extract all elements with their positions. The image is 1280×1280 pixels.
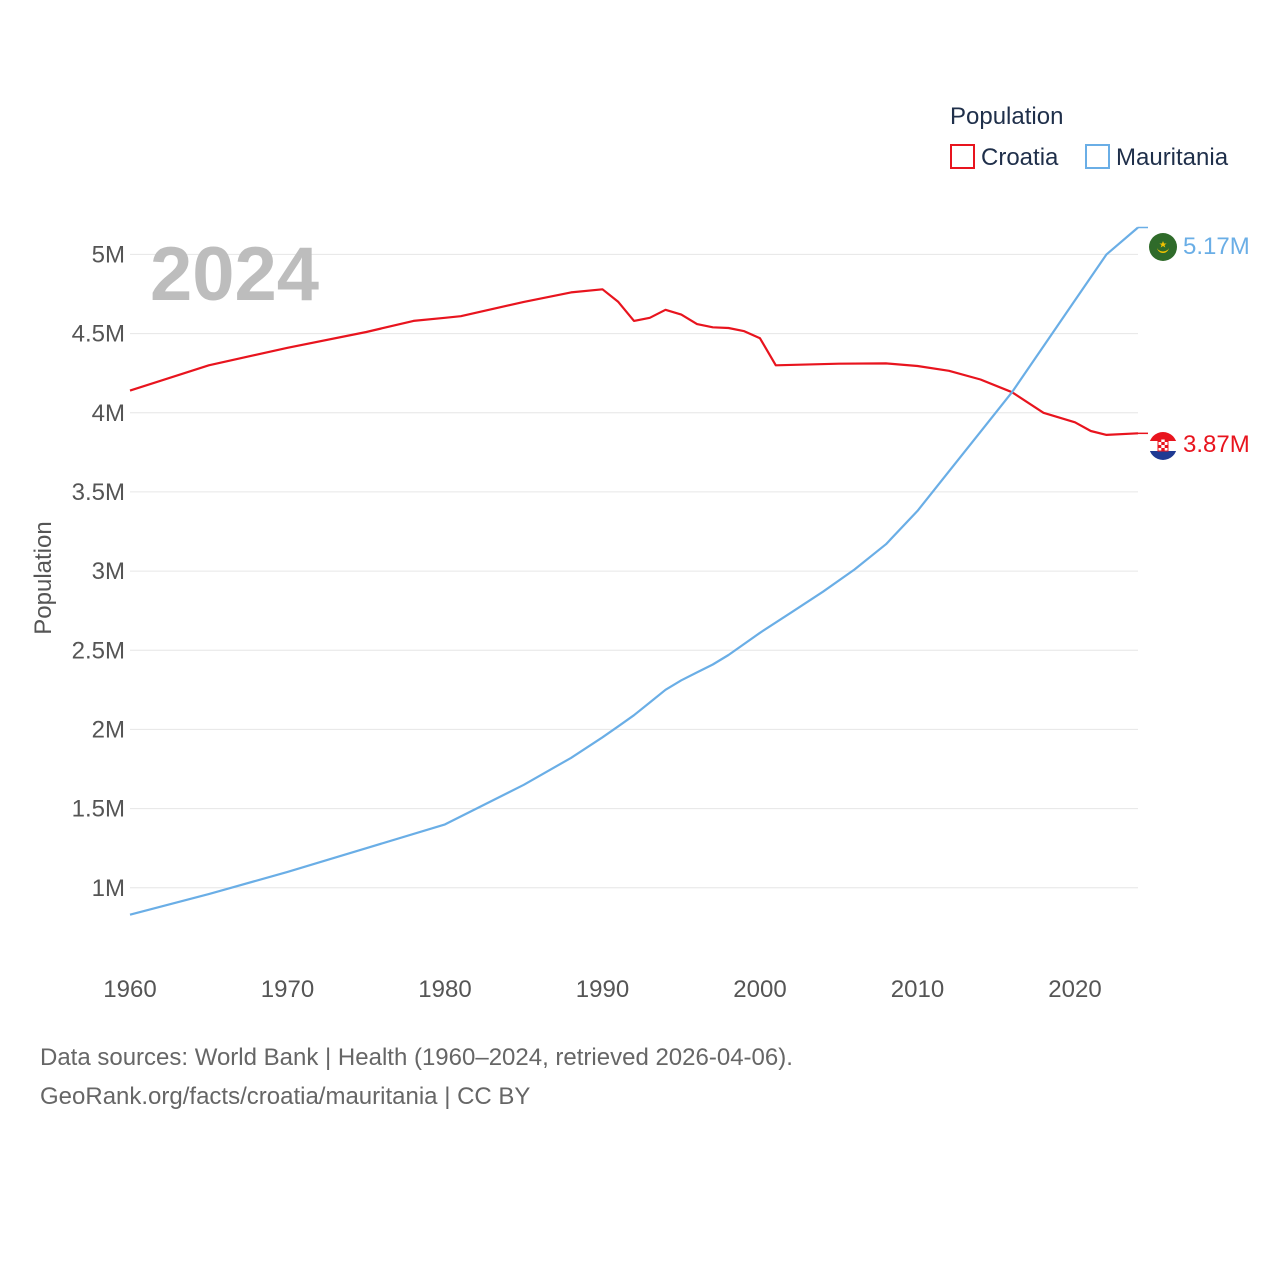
footer-attribution: GeoRank.org/facts/croatia/mauritania | C… — [40, 1083, 531, 1110]
legend-swatch-mauritania — [1085, 144, 1110, 169]
x-tick-label: 1990 — [576, 976, 629, 1003]
y-tick-label: 5M — [92, 241, 125, 268]
croatia-end-label: 3.87M — [1183, 431, 1250, 458]
x-tick-label: 2010 — [891, 976, 944, 1003]
x-tick-label: 2020 — [1048, 976, 1101, 1003]
croatia-end-marker: 3.87M — [1149, 431, 1250, 460]
year-label: 2024 — [150, 232, 319, 317]
x-tick-label: 1960 — [103, 976, 156, 1003]
legend-swatch-croatia — [950, 144, 975, 169]
y-tick-label: 1M — [92, 875, 125, 902]
mauritania-end-label: 5.17M — [1183, 233, 1250, 260]
y-tick-label: 3.5M — [72, 479, 125, 506]
legend-item-mauritania[interactable]: Mauritania — [1085, 144, 1229, 171]
y-tick-label: 3M — [92, 558, 125, 585]
y-tick-label: 1.5M — [72, 796, 125, 823]
series-layer — [129, 226, 1148, 916]
legend-label-croatia: Croatia — [981, 144, 1059, 171]
y-tick-label: 2M — [92, 716, 125, 743]
mauritania-end-marker: 5.17M — [1149, 233, 1250, 261]
legend-item-croatia[interactable]: Croatia — [950, 144, 1059, 171]
mauritania-flag-icon — [1149, 233, 1177, 261]
y-tick-label: 4.5M — [72, 321, 125, 348]
footer-sources: Data sources: World Bank | Health (1960–… — [40, 1044, 793, 1071]
y-axis-label: Population — [30, 521, 57, 634]
legend-title: Population — [950, 103, 1063, 130]
y-tick-label: 4M — [92, 400, 125, 427]
x-tick-label: 1970 — [261, 976, 314, 1003]
legend-label-mauritania: Mauritania — [1116, 144, 1229, 171]
y-axis-ticks: 1M 1.5M 2M 2.5M 3M 3.5M 4M 4.5M 5M — [72, 241, 125, 901]
series-line-croatia[interactable] — [129, 288, 1139, 436]
grid-lines — [130, 253, 1138, 889]
croatia-flag-icon — [1149, 432, 1177, 460]
legend: Population Croatia Mauritania — [950, 103, 1229, 171]
x-axis-ticks: 1960 1970 1980 1990 2000 2010 2020 — [103, 976, 1101, 1003]
x-tick-label: 1980 — [418, 976, 471, 1003]
y-tick-label: 2.5M — [72, 637, 125, 664]
series-line-mauritania[interactable] — [129, 226, 1139, 916]
x-tick-label: 2000 — [733, 976, 786, 1003]
